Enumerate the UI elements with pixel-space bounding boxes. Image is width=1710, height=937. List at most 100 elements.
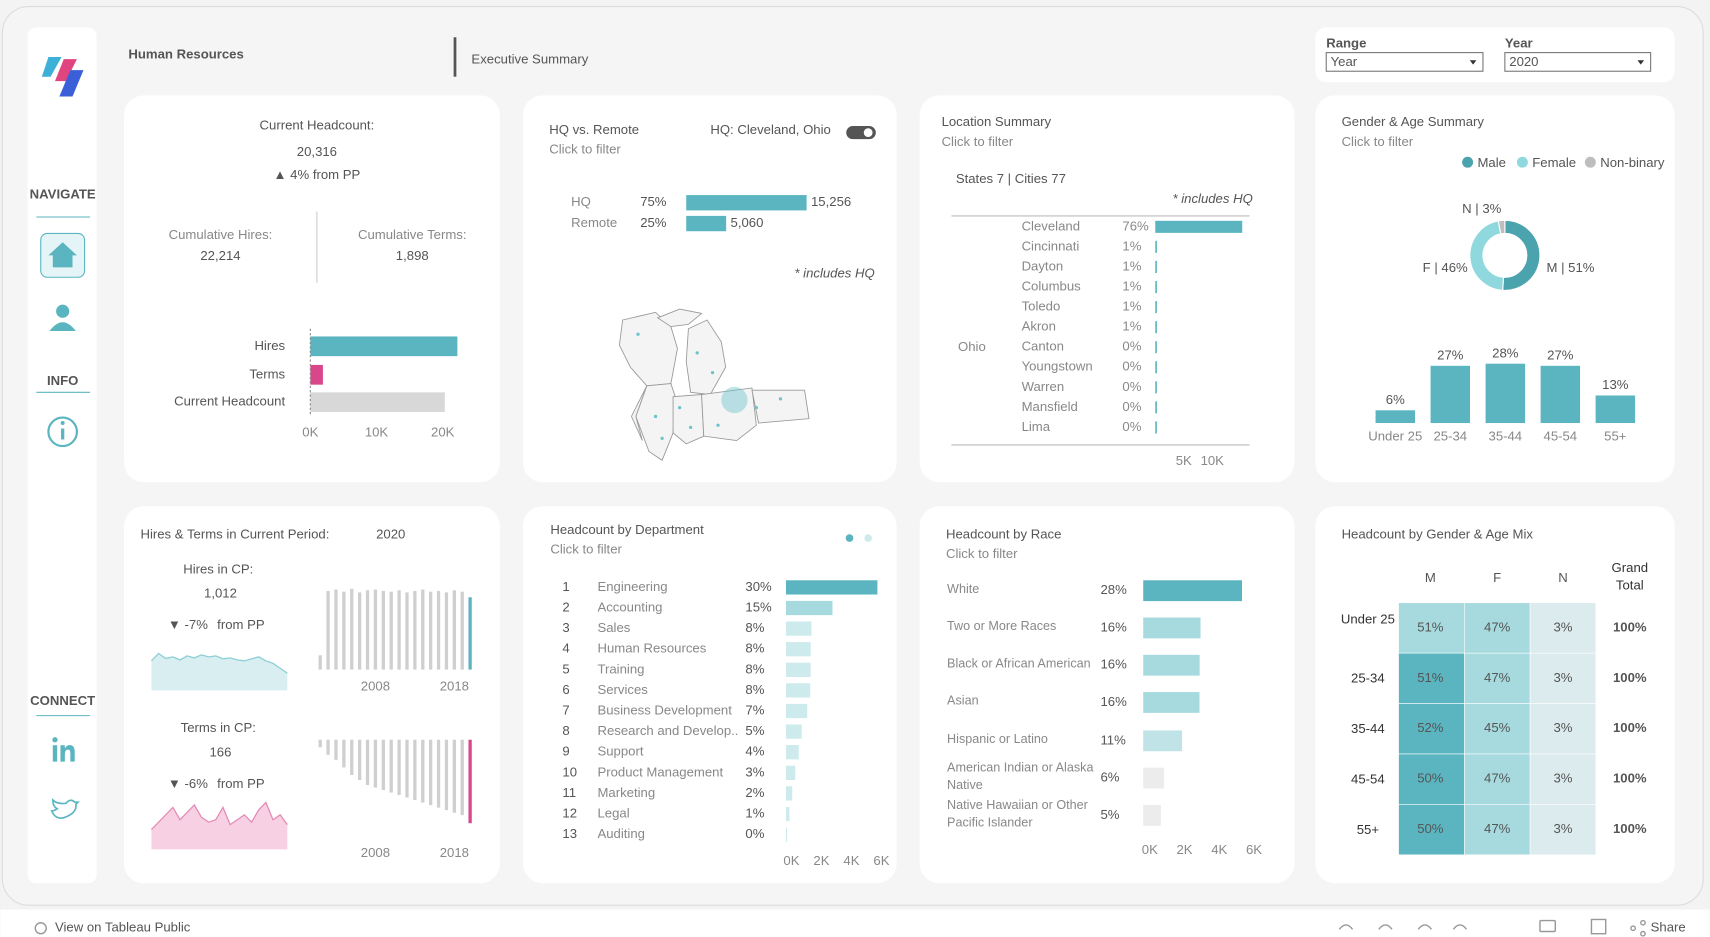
page-dot[interactable]: [864, 534, 872, 542]
bar: [452, 590, 456, 670]
share-label: 0%: [1122, 419, 1141, 434]
bar[interactable]: [1155, 381, 1157, 394]
bar[interactable]: [1143, 617, 1201, 639]
bar[interactable]: [1375, 410, 1416, 424]
table-cell: [1398, 602, 1465, 654]
bar-label: Remote: [571, 215, 617, 230]
bar[interactable]: [1155, 421, 1157, 434]
bar[interactable]: [785, 765, 796, 780]
bar[interactable]: [1155, 260, 1157, 273]
legend-swatch: [1516, 156, 1528, 168]
bar: [421, 739, 425, 803]
filter-dropdown[interactable]: [1325, 52, 1484, 72]
bar[interactable]: [785, 827, 788, 842]
share-label: 16%: [1100, 619, 1127, 634]
rank: 2: [562, 599, 569, 614]
rank: 7: [562, 702, 569, 717]
home-icon: [48, 242, 77, 268]
cell-value: 47%: [1484, 821, 1511, 836]
legend-label: Male: [1477, 155, 1505, 170]
bar[interactable]: [1155, 401, 1157, 414]
bar[interactable]: [785, 745, 799, 760]
bar[interactable]: [785, 580, 878, 595]
share-label: 16%: [1100, 694, 1127, 709]
row-header: Under 25: [1340, 611, 1395, 627]
share-label: 75%: [640, 194, 667, 209]
donut-label: N | 3%: [1462, 201, 1502, 216]
bar[interactable]: [785, 724, 802, 739]
column-header: M: [1425, 570, 1436, 585]
column-header: F: [1493, 570, 1501, 585]
bar[interactable]: [1155, 361, 1157, 374]
cell-value: 3%: [1553, 771, 1572, 786]
share-label: 0%: [745, 826, 764, 841]
bar[interactable]: [1143, 767, 1165, 789]
bar[interactable]: [1143, 692, 1200, 713]
bar[interactable]: [1155, 321, 1157, 334]
bar[interactable]: [1143, 580, 1243, 602]
page-dot[interactable]: [845, 534, 854, 542]
bar-label: Legal: [597, 806, 629, 821]
bar: [326, 590, 330, 670]
footer-link[interactable]: View on Tableau Public: [55, 920, 191, 935]
donut-slice[interactable]: [1502, 219, 1541, 291]
bar[interactable]: [1155, 280, 1157, 294]
x-tick-label: 2008: [361, 845, 390, 860]
bar[interactable]: [1595, 395, 1636, 424]
share-button[interactable]: Share: [1651, 920, 1686, 935]
cell-value: 3%: [1553, 720, 1572, 735]
bar-label: White: [947, 583, 980, 597]
bar[interactable]: [785, 683, 811, 698]
bar-label: Columbus: [1022, 278, 1082, 293]
toggle[interactable]: [846, 126, 876, 140]
bar: [389, 739, 393, 793]
twitter-button[interactable]: [50, 798, 80, 819]
bar[interactable]: [1155, 220, 1243, 233]
headcount-change: ▲ 4% from PP: [274, 167, 361, 182]
filter-dropdown[interactable]: [1504, 52, 1652, 72]
bar[interactable]: [785, 662, 811, 677]
bar-label: Canton: [1022, 339, 1064, 354]
bar[interactable]: [785, 703, 808, 719]
share-label: 1%: [1122, 258, 1141, 273]
x-tick-label: Under 25: [1368, 429, 1422, 444]
bar[interactable]: [785, 621, 812, 636]
bar[interactable]: [1540, 365, 1581, 424]
bar[interactable]: [785, 786, 793, 801]
bar-label: Warren: [1022, 379, 1065, 394]
info-button[interactable]: [47, 416, 79, 448]
bar: [452, 739, 456, 813]
rank: 11: [562, 785, 576, 800]
bar-label: Cincinnati: [1022, 238, 1080, 253]
panel-title: Location Summary: [942, 114, 1052, 129]
bar[interactable]: [1143, 730, 1183, 752]
bar-label: Sales: [597, 620, 630, 635]
nav-heading: NAVIGATE: [30, 187, 96, 202]
bar-label: Toledo: [1022, 299, 1061, 314]
legend-swatch: [1462, 156, 1474, 168]
footer-bar: [0, 909, 1710, 937]
bar[interactable]: [686, 195, 807, 211]
bar[interactable]: [686, 215, 727, 232]
kpi-value: 166: [210, 744, 232, 759]
bar[interactable]: [1155, 341, 1157, 354]
bar[interactable]: [785, 600, 833, 616]
table-cell: [1464, 652, 1531, 704]
linkedin-button[interactable]: [52, 737, 75, 762]
bar[interactable]: [1155, 301, 1157, 314]
bar[interactable]: [785, 642, 811, 657]
bar: [381, 590, 385, 670]
table-cell: [1529, 652, 1597, 704]
bar[interactable]: [1143, 654, 1200, 676]
bar[interactable]: [1143, 804, 1161, 826]
bar[interactable]: [1485, 363, 1526, 424]
donut-label: M | 51%: [1547, 260, 1595, 275]
bar[interactable]: [785, 806, 790, 822]
donut-slice[interactable]: [1497, 219, 1506, 235]
bar: [365, 590, 370, 670]
bar[interactable]: [1155, 240, 1157, 253]
x-tick-label: 55+: [1604, 429, 1627, 444]
bar[interactable]: [1430, 365, 1471, 424]
person-button[interactable]: [49, 304, 76, 331]
kpi-value: 1,898: [396, 248, 429, 263]
